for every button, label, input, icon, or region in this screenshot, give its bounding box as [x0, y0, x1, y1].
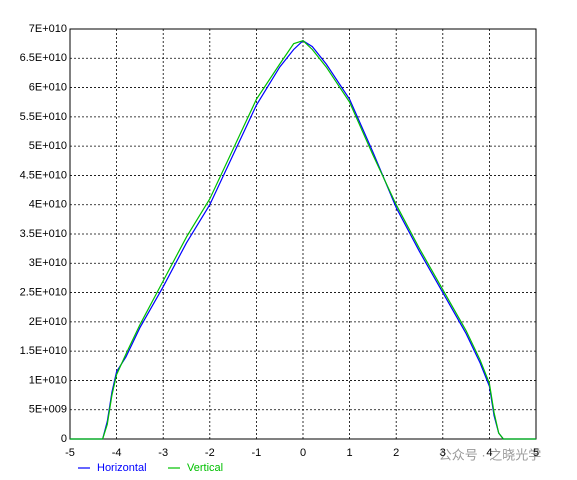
- x-tick-label: 2: [393, 447, 399, 459]
- y-tick-label: 1E+010: [29, 374, 67, 386]
- x-tick-label: 4: [486, 447, 492, 459]
- x-tick-label: 0: [300, 447, 306, 459]
- y-tick-label: 5.5E+010: [20, 111, 67, 123]
- y-tick-label: 5E+010: [29, 140, 67, 152]
- x-tick-label: -3: [158, 447, 168, 459]
- y-tick-label: 3.5E+010: [20, 228, 67, 240]
- x-tick-label: 1: [347, 447, 353, 459]
- y-tick-label: 4.5E+010: [20, 169, 67, 181]
- x-tick-label: -1: [252, 447, 262, 459]
- plot-frame: [69, 28, 537, 440]
- y-tick-label: 6.5E+010: [20, 52, 67, 64]
- legend-label: Horizontal: [97, 462, 147, 474]
- x-tick-label: 3: [440, 447, 446, 459]
- y-tick-label: 4E+010: [29, 199, 67, 211]
- watermark: 公众号 · 之晓光学: [439, 447, 542, 462]
- y-tick-label: 2.5E+010: [20, 286, 67, 298]
- y-tick-label: 6E+010: [29, 81, 67, 93]
- x-tick-label: -4: [112, 447, 122, 459]
- y-tick-label: 2E+010: [29, 316, 67, 328]
- x-tick-label: 5: [533, 447, 539, 459]
- series-line: [70, 39, 536, 440]
- series-line: [70, 40, 536, 440]
- x-tick-label: -5: [65, 447, 75, 459]
- legend-label: Vertical: [187, 462, 223, 474]
- x-tick-label: -2: [205, 447, 215, 459]
- y-tick-label: 0: [61, 433, 67, 445]
- y-tick-label: 7E+010: [29, 23, 67, 35]
- y-tick-label: 3E+010: [29, 257, 67, 269]
- y-tick-label: 1.5E+010: [20, 345, 67, 357]
- y-tick-label: 5E+009: [29, 404, 67, 416]
